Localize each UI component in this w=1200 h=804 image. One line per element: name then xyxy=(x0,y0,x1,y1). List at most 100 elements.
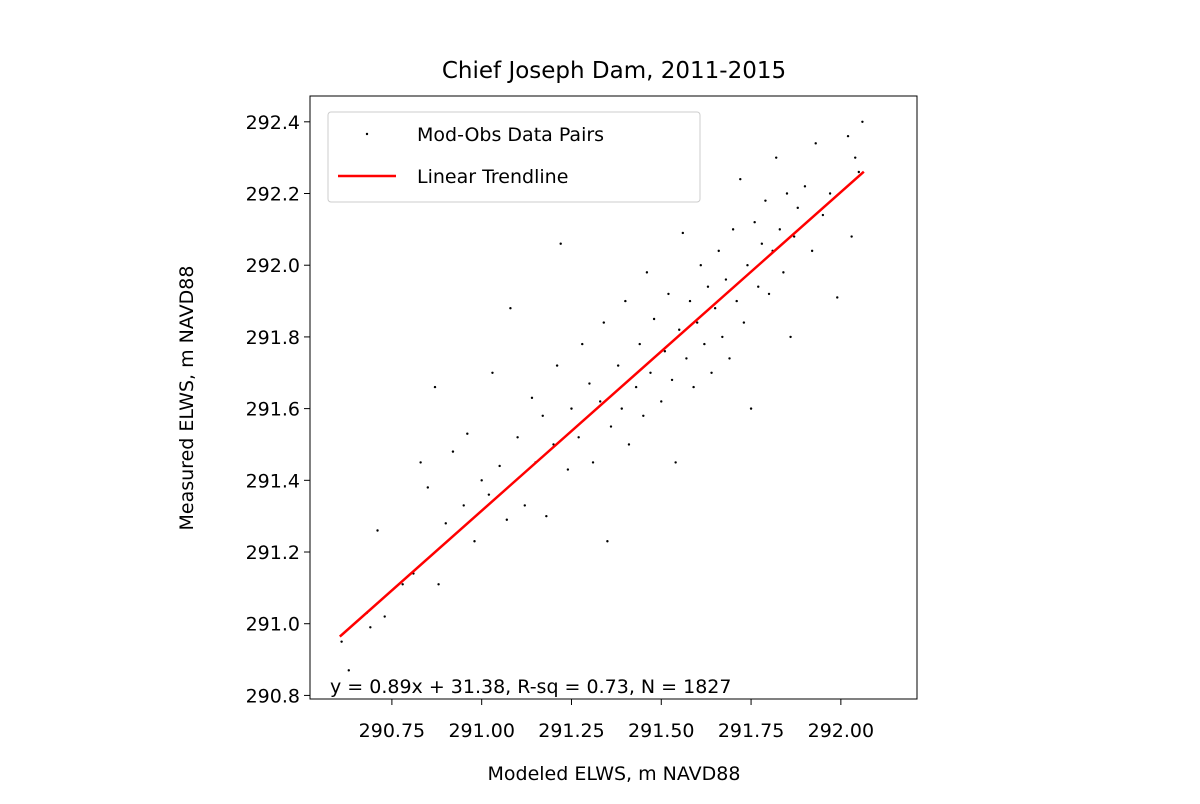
data-point xyxy=(509,307,512,310)
y-tick-label: 291.4 xyxy=(246,470,300,492)
data-point xyxy=(609,425,613,428)
data-point xyxy=(340,640,343,643)
data-point xyxy=(775,156,778,159)
data-point xyxy=(487,493,491,496)
data-point xyxy=(577,436,580,439)
data-point xyxy=(581,342,584,346)
data-point xyxy=(695,321,699,324)
data-point xyxy=(803,185,807,188)
data-point xyxy=(735,299,738,303)
data-point xyxy=(616,364,620,367)
data-point xyxy=(570,407,573,410)
annotation: y = 0.89x + 31.38, R-sq = 0.73, N = 1827 xyxy=(330,676,731,698)
plot-frame xyxy=(309,95,918,700)
y-tick-label: 291.0 xyxy=(246,614,300,636)
y-tick-label: 292.2 xyxy=(246,184,300,206)
x-tick-label: 291.75 xyxy=(718,720,784,742)
data-point xyxy=(376,529,379,532)
data-point xyxy=(466,432,469,435)
data-point xyxy=(778,228,781,231)
data-point xyxy=(530,396,534,400)
data-point xyxy=(451,450,455,453)
data-point xyxy=(627,443,631,446)
data-point xyxy=(433,385,437,389)
x-tick-label: 291.00 xyxy=(448,720,514,742)
data-point xyxy=(642,414,645,417)
data-point xyxy=(602,321,606,324)
data-point xyxy=(810,249,814,253)
data-point xyxy=(383,615,386,618)
data-point xyxy=(498,464,501,468)
data-point xyxy=(645,271,649,274)
data-point xyxy=(728,357,731,360)
data-point xyxy=(861,120,864,124)
data-point xyxy=(545,514,548,518)
data-point xyxy=(462,504,465,507)
legend-marker xyxy=(365,132,369,136)
y-tick-label: 291.8 xyxy=(246,327,300,349)
y-tick-label: 290.8 xyxy=(246,685,300,707)
data-point xyxy=(670,378,674,382)
data-point xyxy=(857,170,861,174)
data-point xyxy=(836,296,839,299)
data-point xyxy=(746,264,749,267)
data-point xyxy=(599,400,602,403)
data-point xyxy=(742,321,746,324)
x-tick-label: 290.75 xyxy=(359,720,425,742)
data-point xyxy=(850,235,853,238)
data-point xyxy=(731,228,735,231)
data-point xyxy=(426,486,430,489)
x-tick-label: 292.00 xyxy=(808,720,874,742)
data-point xyxy=(764,199,767,202)
data-point xyxy=(821,213,825,217)
data-point xyxy=(649,371,652,374)
data-point xyxy=(699,264,702,267)
data-point xyxy=(491,371,494,374)
x-tick-label: 291.25 xyxy=(538,720,604,742)
data-point xyxy=(437,583,440,586)
data-point xyxy=(401,583,404,586)
y-tick-label: 292.4 xyxy=(246,112,300,134)
data-point xyxy=(638,342,641,346)
data-point xyxy=(767,292,771,296)
data-point xyxy=(782,271,785,274)
data-point xyxy=(480,479,483,482)
data-point xyxy=(674,461,677,464)
x-tick-label: 291.50 xyxy=(628,720,694,742)
data-point xyxy=(828,192,832,195)
y-tick-label: 291.6 xyxy=(246,399,300,421)
data-point xyxy=(721,335,724,339)
legend-label: Mod-Obs Data Pairs xyxy=(417,124,604,146)
data-point xyxy=(516,436,519,439)
data-point xyxy=(523,504,526,507)
y-axis-label: Measured ELWS, m NAVD88 xyxy=(176,266,198,531)
data-point xyxy=(566,468,570,471)
trendline xyxy=(338,170,865,638)
data-point xyxy=(814,142,817,145)
data-point xyxy=(846,134,850,138)
legend-label: Linear Trendline xyxy=(417,166,568,188)
data-point xyxy=(739,177,742,181)
data-point xyxy=(706,285,710,288)
data-point xyxy=(541,414,544,417)
data-point xyxy=(760,242,764,245)
data-point xyxy=(588,382,591,385)
data-point xyxy=(369,626,372,629)
data-point xyxy=(444,522,447,525)
data-point xyxy=(710,371,713,374)
y-tick-label: 292.0 xyxy=(246,255,300,277)
data-point xyxy=(620,407,623,410)
y-tick-label: 291.2 xyxy=(246,542,300,564)
data-point xyxy=(559,242,562,245)
data-point xyxy=(749,407,753,410)
data-point xyxy=(685,357,688,360)
data-point xyxy=(667,292,670,296)
x-axis-label: Modeled ELWS, m NAVD88 xyxy=(488,763,741,785)
data-point xyxy=(555,364,559,367)
data-point xyxy=(713,307,717,310)
data-point xyxy=(753,220,756,224)
chart-title: Chief Joseph Dam, 2011-2015 xyxy=(442,58,786,84)
data-point xyxy=(634,385,638,389)
